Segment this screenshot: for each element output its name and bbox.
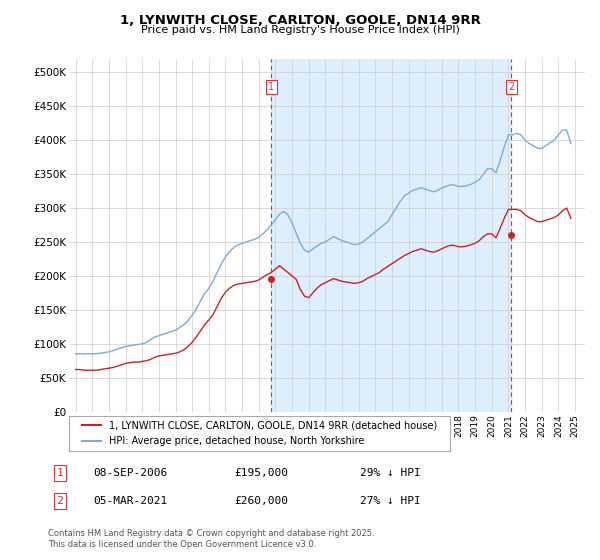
Text: 1, LYNWITH CLOSE, CARLTON, GOOLE, DN14 9RR: 1, LYNWITH CLOSE, CARLTON, GOOLE, DN14 9… — [119, 14, 481, 27]
Legend: 1, LYNWITH CLOSE, CARLTON, GOOLE, DN14 9RR (detached house), HPI: Average price,: 1, LYNWITH CLOSE, CARLTON, GOOLE, DN14 9… — [77, 416, 441, 450]
Text: £195,000: £195,000 — [234, 468, 288, 478]
Text: 08-SEP-2006: 08-SEP-2006 — [93, 468, 167, 478]
Text: Contains HM Land Registry data © Crown copyright and database right 2025.
This d: Contains HM Land Registry data © Crown c… — [48, 529, 374, 549]
Bar — [271, 59, 511, 412]
Text: 2: 2 — [56, 496, 64, 506]
Text: 27% ↓ HPI: 27% ↓ HPI — [360, 496, 421, 506]
Text: 29% ↓ HPI: 29% ↓ HPI — [360, 468, 421, 478]
Text: 1: 1 — [268, 82, 274, 92]
Text: £260,000: £260,000 — [234, 496, 288, 506]
Text: Price paid vs. HM Land Registry's House Price Index (HPI): Price paid vs. HM Land Registry's House … — [140, 25, 460, 35]
Text: 1: 1 — [56, 468, 64, 478]
Text: 2: 2 — [508, 82, 514, 92]
Text: 05-MAR-2021: 05-MAR-2021 — [93, 496, 167, 506]
